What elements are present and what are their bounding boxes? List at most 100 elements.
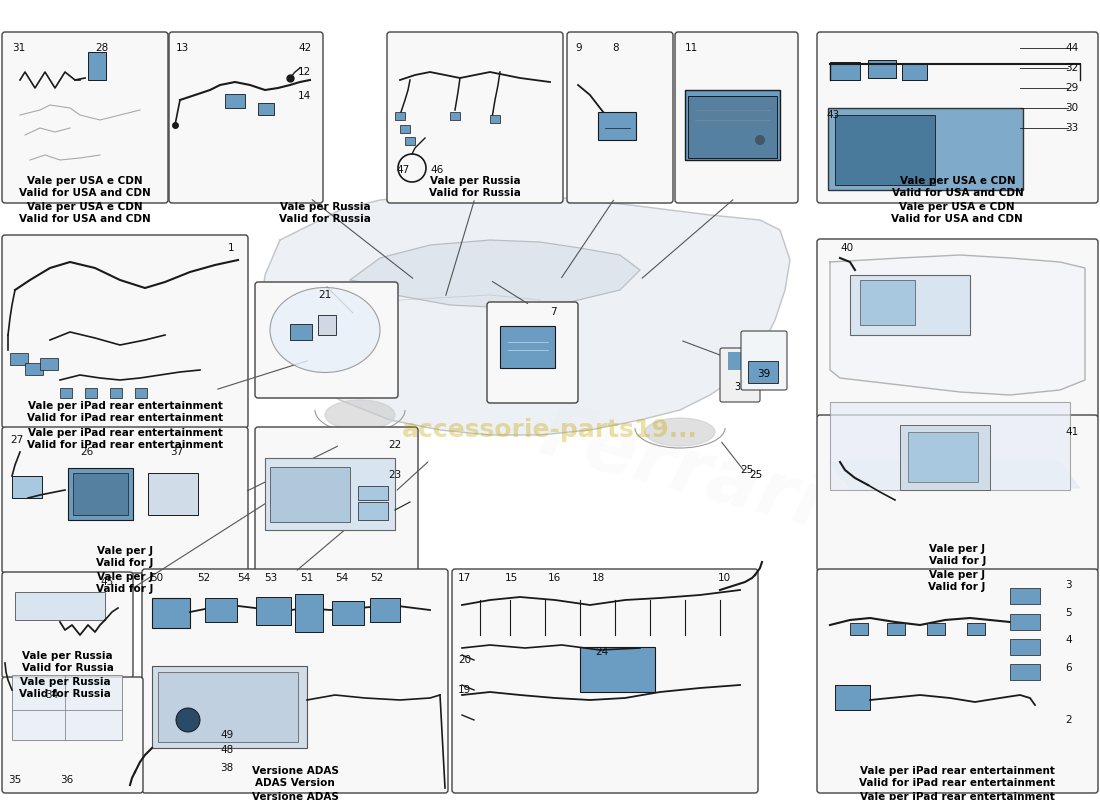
Bar xyxy=(148,473,198,515)
Polygon shape xyxy=(830,462,1080,488)
Bar xyxy=(12,476,42,498)
Bar xyxy=(500,326,556,368)
Bar xyxy=(12,675,122,740)
Text: 43: 43 xyxy=(826,110,839,120)
Text: 15: 15 xyxy=(505,573,518,583)
FancyBboxPatch shape xyxy=(817,415,1098,571)
FancyBboxPatch shape xyxy=(566,32,673,203)
Bar xyxy=(226,94,245,108)
Bar xyxy=(860,280,915,325)
Bar xyxy=(358,502,388,520)
Text: 2: 2 xyxy=(1065,715,1071,725)
Bar xyxy=(68,468,133,520)
FancyBboxPatch shape xyxy=(169,32,323,203)
Text: 10: 10 xyxy=(718,573,732,583)
Bar xyxy=(295,594,323,632)
FancyBboxPatch shape xyxy=(817,569,1098,793)
Bar xyxy=(60,388,72,398)
Text: 51: 51 xyxy=(300,573,313,583)
Text: Vale per USA e CDN
Valid for USA and CDN: Vale per USA e CDN Valid for USA and CDN xyxy=(891,202,1023,223)
Text: 45: 45 xyxy=(100,577,113,587)
FancyBboxPatch shape xyxy=(142,569,448,793)
Text: 21: 21 xyxy=(318,290,331,300)
Text: 31: 31 xyxy=(12,43,25,53)
FancyBboxPatch shape xyxy=(487,302,578,403)
Text: 16: 16 xyxy=(548,573,561,583)
Text: Vale per J
Valid for J: Vale per J Valid for J xyxy=(97,572,154,594)
FancyBboxPatch shape xyxy=(2,32,168,203)
Bar xyxy=(927,623,945,635)
Text: 12: 12 xyxy=(298,67,311,77)
Ellipse shape xyxy=(645,418,715,446)
FancyBboxPatch shape xyxy=(255,427,418,573)
Text: 32: 32 xyxy=(1065,63,1078,73)
Text: 38: 38 xyxy=(220,763,233,773)
Circle shape xyxy=(176,708,200,732)
Text: 37: 37 xyxy=(170,447,184,457)
Bar xyxy=(868,60,896,78)
FancyBboxPatch shape xyxy=(817,32,1098,203)
Text: Vale per iPad rear entertainment
Valid for iPad rear entertainment: Vale per iPad rear entertainment Valid f… xyxy=(859,766,1056,788)
Ellipse shape xyxy=(324,400,395,430)
Text: 40: 40 xyxy=(840,243,854,253)
Text: 49: 49 xyxy=(220,730,233,740)
Text: accessorie-parts19...: accessorie-parts19... xyxy=(403,418,697,442)
Text: 52: 52 xyxy=(197,573,210,583)
Bar xyxy=(1010,588,1040,604)
Bar xyxy=(887,623,905,635)
Bar xyxy=(256,597,292,625)
Text: 8: 8 xyxy=(612,43,618,53)
Text: 48: 48 xyxy=(220,745,233,755)
Text: 41: 41 xyxy=(1065,427,1078,437)
Bar xyxy=(728,352,754,370)
Bar xyxy=(290,324,312,340)
Text: 28: 28 xyxy=(95,43,108,53)
Text: Vale per J
Valid for J: Vale per J Valid for J xyxy=(928,570,986,592)
Bar xyxy=(1010,614,1040,630)
Bar xyxy=(73,473,128,515)
FancyBboxPatch shape xyxy=(452,569,758,793)
Text: Vale per J
Valid for J: Vale per J Valid for J xyxy=(928,544,987,566)
Text: Vale per USA e CDN
Valid for USA and CDN: Vale per USA e CDN Valid for USA and CDN xyxy=(892,176,1023,198)
Bar xyxy=(908,432,978,482)
FancyBboxPatch shape xyxy=(675,32,798,203)
Text: 20: 20 xyxy=(458,655,471,665)
Bar xyxy=(25,363,43,375)
Text: Versione ADAS
ADAS Version: Versione ADAS ADAS Version xyxy=(252,792,339,800)
Polygon shape xyxy=(260,193,790,435)
FancyBboxPatch shape xyxy=(2,427,248,573)
Text: 26: 26 xyxy=(80,447,94,457)
Bar xyxy=(835,685,870,710)
Text: 19: 19 xyxy=(458,685,471,695)
Text: 30: 30 xyxy=(1065,103,1078,113)
Bar xyxy=(370,598,400,622)
Text: 52: 52 xyxy=(370,573,383,583)
Text: 47: 47 xyxy=(396,165,409,175)
Text: Vale per J
Valid for J: Vale per J Valid for J xyxy=(97,546,154,568)
Text: 7: 7 xyxy=(550,307,557,317)
Text: Ferrari: Ferrari xyxy=(531,397,829,543)
Bar xyxy=(332,601,364,625)
Text: 36: 36 xyxy=(60,775,74,785)
Bar xyxy=(688,96,777,158)
Text: 14: 14 xyxy=(298,91,311,101)
Text: 34: 34 xyxy=(45,690,58,700)
Text: 5: 5 xyxy=(1065,608,1071,618)
Bar xyxy=(318,315,336,335)
Bar xyxy=(85,388,97,398)
Bar xyxy=(258,103,274,115)
Text: 54: 54 xyxy=(236,573,251,583)
Bar xyxy=(88,52,106,80)
Bar xyxy=(10,353,28,365)
Text: 6: 6 xyxy=(1065,663,1071,673)
Text: 17: 17 xyxy=(458,573,471,583)
Text: Vale per Russia
Valid for Russia: Vale per Russia Valid for Russia xyxy=(429,176,521,198)
Text: 33: 33 xyxy=(1065,123,1078,133)
Bar xyxy=(265,458,395,530)
Ellipse shape xyxy=(270,287,380,373)
Bar xyxy=(1010,639,1040,655)
Text: 13: 13 xyxy=(176,43,189,53)
Text: 23: 23 xyxy=(388,470,401,480)
Text: 39: 39 xyxy=(758,369,771,379)
Text: 27: 27 xyxy=(10,435,23,445)
